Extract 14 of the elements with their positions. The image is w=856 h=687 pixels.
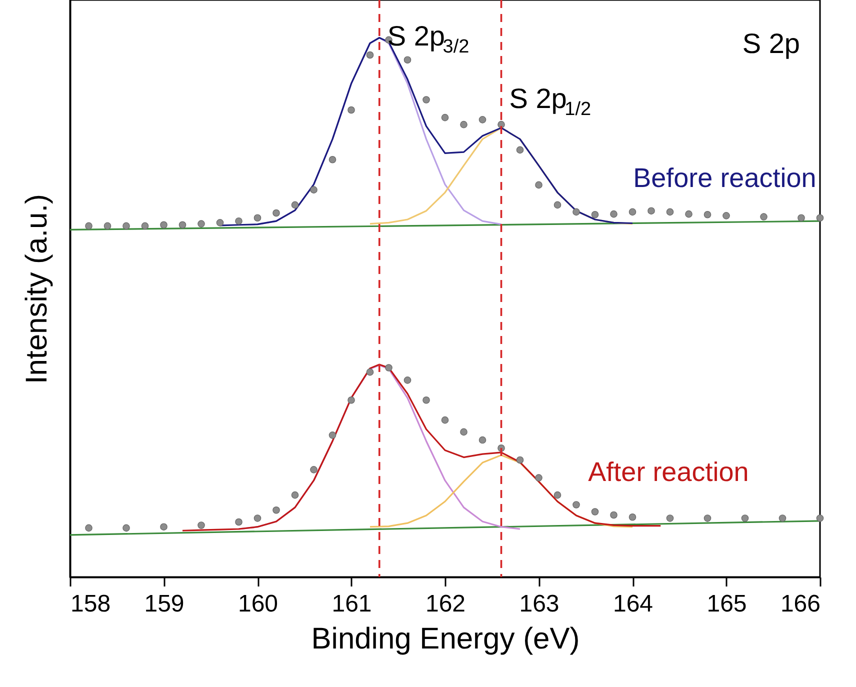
x-tick-label: 164 [612, 590, 654, 618]
x-tick-label: 162 [425, 590, 466, 618]
x-tick-label: 163 [519, 590, 560, 618]
x-tick-label: 159 [144, 590, 184, 618]
x-tick-label: 158 [70, 590, 111, 618]
annotation: S 2p [742, 28, 800, 59]
x-tick-label: 160 [238, 590, 278, 618]
y-axis-title: Intensity (a.u.) [20, 194, 54, 384]
x-tick-label: 165 [706, 590, 747, 618]
x-axis-title: Binding Energy (eV) [311, 622, 580, 656]
series-label: After reaction [588, 457, 749, 488]
series-label: Before reaction [633, 162, 816, 193]
x-tick-label: 166 [780, 590, 820, 618]
x-tick-label: 161 [332, 590, 372, 618]
